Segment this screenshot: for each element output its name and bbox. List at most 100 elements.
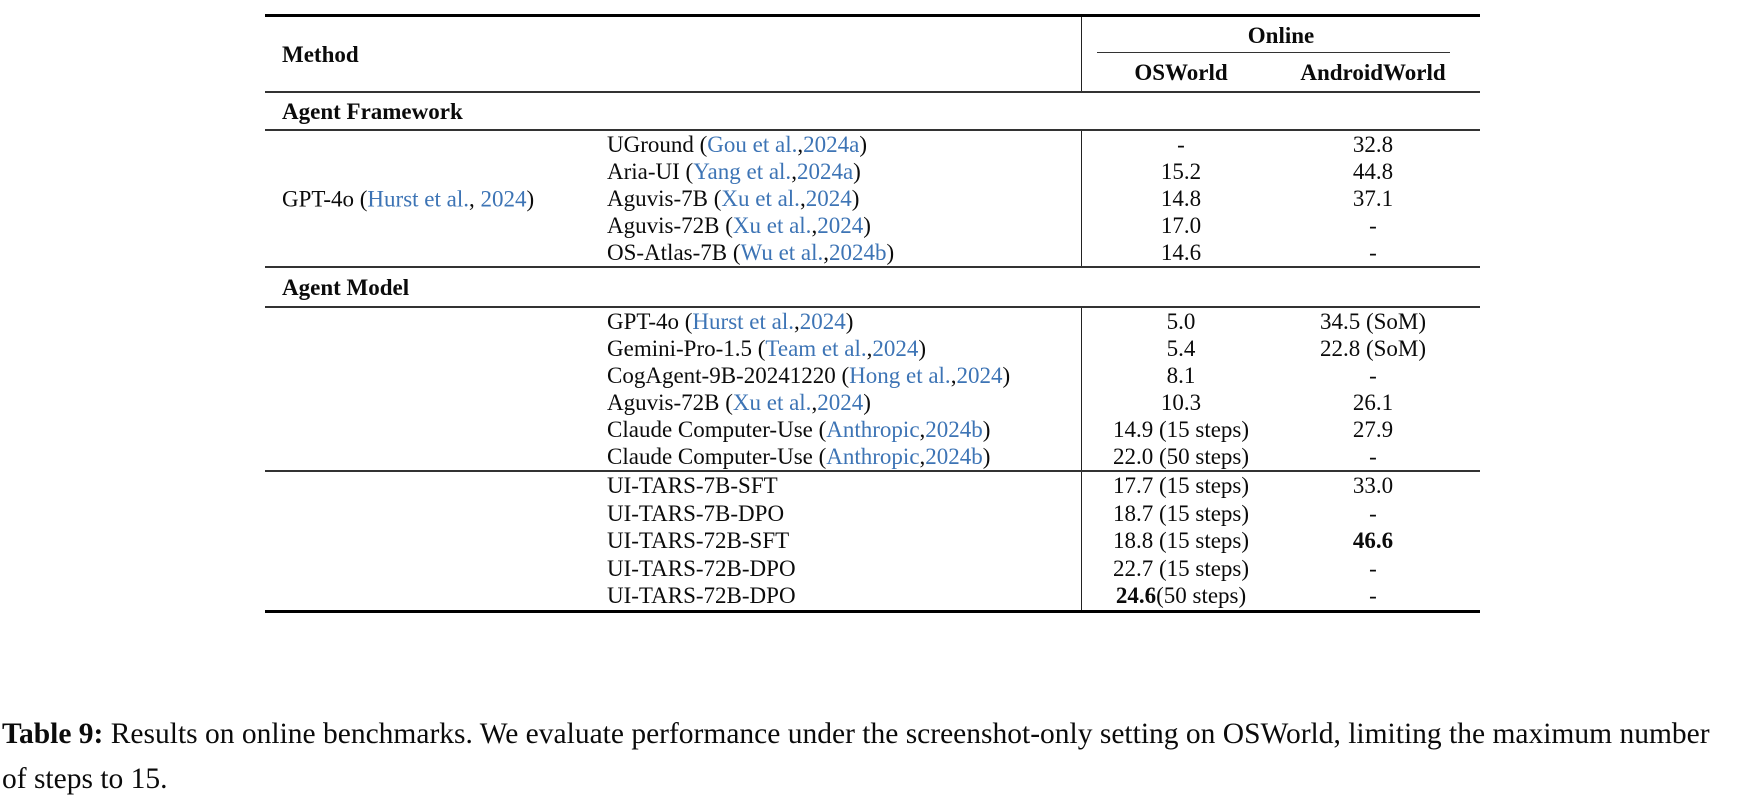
citation-year-link[interactable]: 2024b [829, 240, 887, 265]
value: 37.1 [1352, 186, 1394, 211]
value: - [1369, 555, 1377, 581]
androidworld-value: - [1280, 555, 1480, 583]
method-text: ) [845, 309, 854, 334]
table-row: Aguvis-72B (Xu et al., 2024) 17.0 - [265, 212, 1480, 239]
osworld-value: 15.2 [1081, 158, 1280, 185]
value: 14.8 [1160, 186, 1202, 211]
citation-year-link[interactable]: 2024 [480, 186, 527, 211]
method-text: UI-TARS-72B-SFT [607, 528, 790, 554]
method-text: Claude Computer-Use ( [607, 417, 827, 442]
citation-sep: , [811, 390, 818, 415]
table-row: UI-TARS-72B-DPO 24.6 (50 steps) - [265, 582, 1480, 610]
value-bold: 46.6 [1352, 528, 1394, 554]
osworld-value: 18.8 (15 steps) [1081, 527, 1280, 555]
citation-author-link[interactable]: Xu et al. [732, 390, 812, 415]
androidworld-value: - [1280, 362, 1480, 389]
group-label-gpt4o: GPT-4o (Hurst et al., 2024) [282, 187, 534, 210]
androidworld-value: 44.8 [1280, 158, 1480, 185]
divider [265, 91, 1480, 93]
method-cell: UI-TARS-72B-SFT [607, 527, 1081, 555]
osworld-value: 8.1 [1081, 362, 1280, 389]
value: 5.4 [1166, 336, 1196, 361]
androidworld-value: - [1280, 500, 1480, 528]
citation-author-link[interactable]: Team et al. [765, 336, 867, 361]
androidworld-value: 37.1 [1280, 185, 1480, 212]
value: 8.1 [1166, 363, 1196, 388]
method-text: CogAgent-9B-20241220 ( [607, 363, 850, 388]
method-text: Aguvis-7B ( [607, 186, 722, 211]
value: 14.6 [1160, 240, 1202, 265]
citation-year-link[interactable]: 2024 [817, 213, 864, 238]
value: 17.0 [1160, 213, 1202, 238]
citation-sep: , [919, 444, 926, 469]
citation-author-link[interactable]: Wu et al. [740, 240, 824, 265]
citation-author-link[interactable]: Hurst et al. [367, 186, 469, 211]
citation-year-link[interactable]: 2024 [805, 186, 852, 211]
method-text: ) [1002, 363, 1011, 388]
value: 22.8 (SoM) [1319, 336, 1427, 361]
citation-year-link[interactable]: 2024b [925, 444, 983, 469]
citation-sep: , [823, 240, 830, 265]
value: - [1369, 444, 1377, 469]
citation-author-link[interactable]: Xu et al. [732, 213, 812, 238]
citation-author-link[interactable]: Gou et al. [707, 132, 798, 157]
value: 15.2 [1160, 159, 1202, 184]
value: 14.9 (15 steps) [1112, 417, 1250, 442]
androidworld-value: 32.8 [1280, 131, 1480, 158]
table-row: UI-TARS-7B-DPO 18.7 (15 steps) - [265, 499, 1480, 528]
method-text: ) [853, 159, 861, 184]
table-row: UI-TARS-72B-DPO 22.7 (15 steps) - [265, 554, 1480, 583]
citation-author-link[interactable]: Hong et al. [849, 363, 951, 388]
method-cell: Claude Computer-Use (Anthropic, 2024b) [607, 443, 1081, 470]
androidworld-value: - [1280, 212, 1480, 239]
androidworld-value: 34.5 (SoM) [1280, 308, 1480, 335]
osworld-value: - [1081, 131, 1280, 158]
citation-author-link[interactable]: Anthropic [826, 444, 920, 469]
citation-author-link[interactable]: Xu et al. [721, 186, 800, 211]
value: 32.8 [1352, 132, 1394, 157]
citation-year-link[interactable]: 2024 [956, 363, 1003, 388]
method-cell: UI-TARS-7B-DPO [607, 500, 1081, 528]
agent-model-block: GPT-4o (Hurst et al., 2024) 5.0 34.5 (So… [265, 308, 1480, 470]
method-text: Aria-UI ( [607, 159, 694, 184]
value-bold: 24.6 [1115, 583, 1157, 609]
column-group-header-online: Online [1081, 17, 1480, 53]
divider [265, 470, 1480, 472]
table-row: UI-TARS-7B-SFT 17.7 (15 steps) 33.0 [265, 472, 1480, 500]
citation-author-link[interactable]: Anthropic [826, 417, 920, 442]
citation-year-link[interactable]: 2024a [796, 159, 854, 184]
value: - [1177, 132, 1185, 157]
citation-sep: , [799, 186, 806, 211]
table-row: Aguvis-7B (Xu et al., 2024) 14.8 37.1 [265, 185, 1480, 212]
value: 22.7 (15 steps) [1112, 555, 1250, 581]
osworld-value: 17.7 (15 steps) [1081, 472, 1280, 500]
table-row: GPT-4o (Hurst et al., 2024) 5.0 34.5 (So… [265, 308, 1480, 335]
osworld-value: 22.7 (15 steps) [1081, 554, 1280, 582]
table-row: Claude Computer-Use (Anthropic, 2024b) 1… [265, 416, 1480, 443]
method-text: UI-TARS-7B-SFT [607, 473, 778, 499]
divider [265, 306, 1480, 308]
citation-year-link[interactable]: 2024 [817, 390, 864, 415]
value: 18.7 (15 steps) [1112, 500, 1250, 526]
table-top-rule [265, 14, 1480, 17]
results-table: Method Online OSWorld AndroidWorld Agent… [265, 14, 1480, 613]
value: 18.8 (15 steps) [1112, 528, 1250, 554]
method-text: ) [886, 240, 895, 265]
method-text: GPT-4o ( [607, 309, 693, 334]
citation-author-link[interactable]: Hurst et al. [692, 309, 794, 334]
divider [265, 129, 1480, 131]
citation-year-link[interactable]: 2024 [799, 309, 846, 334]
citation-year-link[interactable]: 2024 [872, 336, 919, 361]
value: 5.0 [1166, 309, 1196, 334]
value: 33.0 [1352, 473, 1394, 499]
table-row: Aria-UI (Yang et al., 2024a) 15.2 44.8 [265, 158, 1480, 185]
value: 22.0 (50 steps) [1112, 444, 1250, 469]
method-cell: UI-TARS-7B-SFT [607, 472, 1081, 500]
citation-year-link[interactable]: 2024b [925, 417, 983, 442]
androidworld-value: - [1280, 582, 1480, 610]
androidworld-value: 27.9 [1280, 416, 1480, 443]
citation-year-link[interactable]: 2024a [803, 132, 860, 157]
citation-author-link[interactable]: Yang et al. [693, 159, 792, 184]
section-header-agent-framework: Agent Framework [282, 98, 463, 124]
column-header-method: Method [282, 41, 359, 67]
